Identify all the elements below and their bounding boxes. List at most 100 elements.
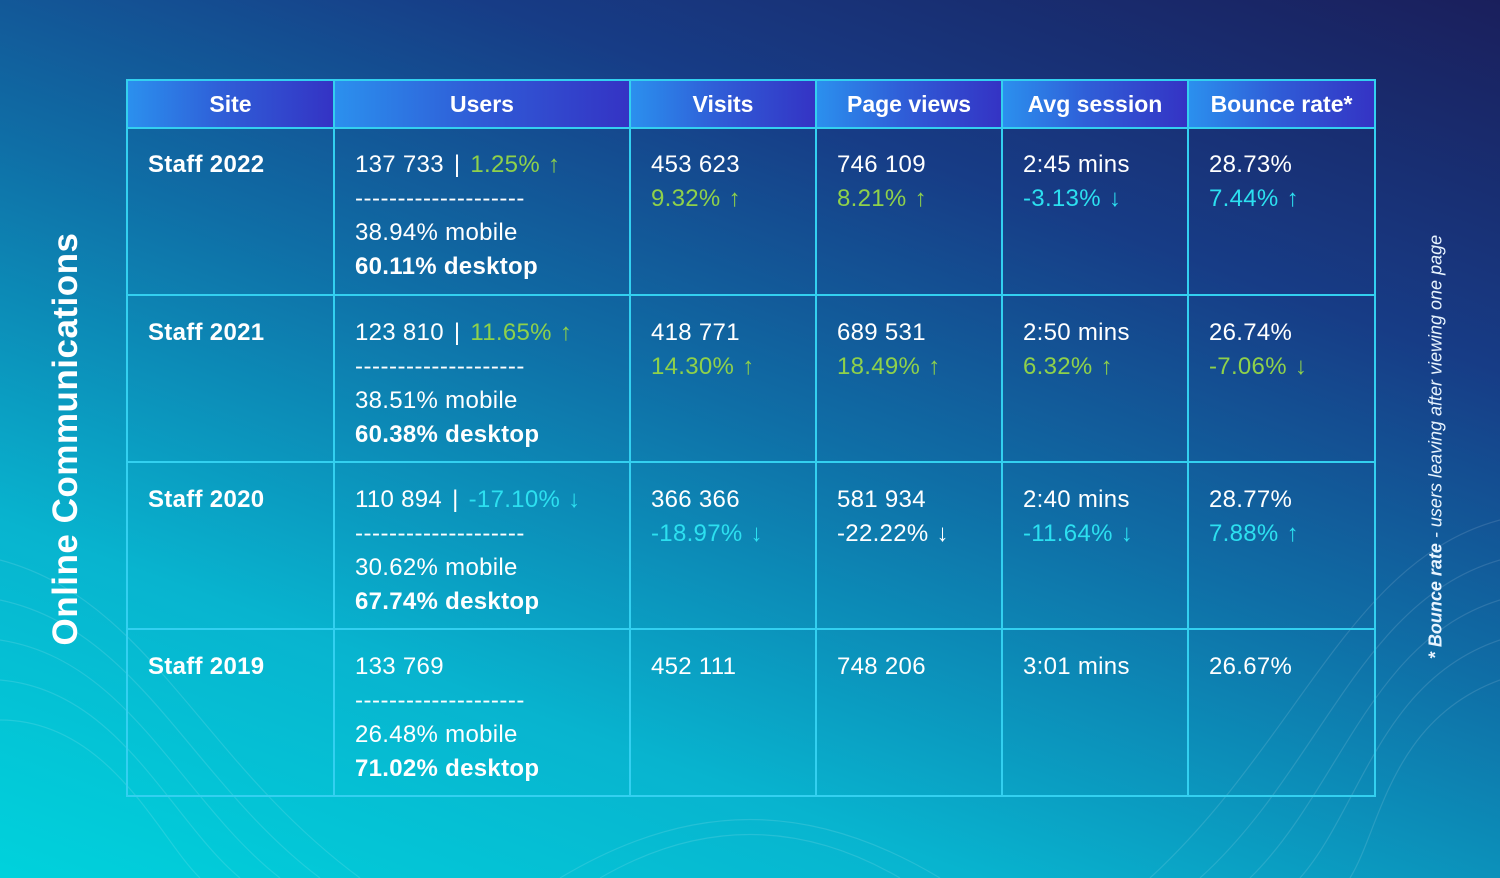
users-desktop: 60.38% desktop	[355, 421, 540, 448]
page-views-change: 18.49% ↑	[837, 350, 1001, 384]
arrow-icon: ↓	[1294, 353, 1308, 380]
table-row: Staff 2019 133 769 -------------------- …	[126, 628, 1376, 797]
page-views-value: 689 531	[837, 319, 926, 346]
avg-session-value: 3:01 mins	[1023, 653, 1130, 680]
users-mobile: 38.94% mobile	[355, 219, 518, 246]
arrow-icon: ↓	[1108, 185, 1122, 212]
arrow-icon: ↓	[936, 520, 949, 547]
footnote-term: * Bounce rate	[1425, 543, 1446, 660]
col-header-page-views: Page views	[815, 79, 1003, 129]
site-cell: Staff 2021	[126, 294, 335, 463]
page-views-value: 746 109	[837, 151, 926, 178]
avg-session-change: 6.32% ↑	[1023, 350, 1187, 384]
page-views-cell: 746 109 8.21% ↑	[815, 127, 1003, 296]
arrow-icon: ↓	[1120, 520, 1134, 547]
page-views-cell: 581 934 -22.22% ↓	[815, 461, 1003, 630]
separator-line: --------------------	[355, 520, 525, 547]
footnote-text: - users leaving after viewing one page	[1425, 234, 1446, 544]
page-views-value: 581 934	[837, 486, 926, 513]
visits-change: 14.30% ↑	[651, 350, 815, 384]
col-header-avg-session: Avg session	[1001, 79, 1189, 129]
users-change: 11.65% ↑	[470, 319, 572, 346]
site-cell: Staff 2019	[126, 628, 335, 797]
users-cell: 133 769 -------------------- 26.48% mobi…	[333, 628, 631, 797]
arrow-icon: ↓	[750, 520, 763, 547]
users-cell: 123 810 | 11.65% ↑ -------------------- 38.…	[333, 294, 631, 463]
visits-cell: 418 771 14.30% ↑	[629, 294, 817, 463]
avg-session-cell: 2:50 mins 6.32% ↑	[1001, 294, 1189, 463]
bounce-rate-cell: 26.74% -7.06% ↓	[1187, 294, 1376, 463]
separator-line: --------------------	[355, 353, 525, 380]
table-row: Staff 2022 137 733 | 1.25% ↑ --------------…	[126, 127, 1376, 296]
arrow-icon: ↑	[742, 353, 755, 380]
visits-value: 418 771	[651, 319, 740, 346]
arrow-icon: ↑	[928, 353, 941, 380]
visits-value: 366 366	[651, 486, 740, 513]
page-views-change: -22.22% ↓	[837, 517, 1001, 551]
visits-value: 452 111	[651, 653, 737, 680]
avg-session-value: 2:45 mins	[1023, 151, 1130, 178]
users-mobile: 30.62% mobile	[355, 554, 518, 581]
bounce-rate-change: 7.88% ↑	[1209, 517, 1374, 551]
arrow-icon: ↑	[1100, 353, 1113, 380]
stats-table: Site Users Visits Page views Avg session…	[126, 79, 1376, 797]
users-value: 110 894	[355, 486, 443, 513]
avg-session-value: 2:40 mins	[1023, 486, 1130, 513]
avg-session-cell: 3:01 mins	[1001, 628, 1189, 797]
site-cell: Staff 2022	[126, 127, 335, 296]
users-mobile: 26.48% mobile	[355, 721, 518, 748]
col-header-bounce-rate: Bounce rate*	[1187, 79, 1376, 129]
users-desktop: 67.74% desktop	[355, 588, 540, 615]
arrow-icon: ↑	[914, 185, 927, 212]
col-header-site: Site	[126, 79, 335, 129]
arrow-icon: ↑	[547, 151, 561, 178]
avg-session-value: 2:50 mins	[1023, 319, 1130, 346]
avg-session-change: -11.64% ↓	[1023, 517, 1187, 551]
visits-cell: 366 366 -18.97% ↓	[629, 461, 817, 630]
site-cell: Staff 2020	[126, 461, 335, 630]
page-views-value: 748 206	[837, 653, 926, 680]
bounce-rate-change: -7.06% ↓	[1209, 350, 1374, 384]
visits-change: 9.32% ↑	[651, 182, 815, 216]
arrow-icon: ↑	[1286, 520, 1299, 547]
bounce-rate-value: 26.74%	[1209, 319, 1293, 346]
arrow-icon: ↑	[1286, 185, 1299, 212]
users-mobile: 38.51% mobile	[355, 387, 518, 414]
users-value: 123 810	[355, 319, 444, 346]
arrow-icon: ↑	[559, 319, 573, 346]
col-header-visits: Visits	[629, 79, 817, 129]
users-cell: 110 894 | -17.10% ↓ -------------------- 30…	[333, 461, 631, 630]
separator-line: --------------------	[355, 185, 525, 212]
col-header-users: Users	[333, 79, 631, 129]
avg-session-change: -3.13% ↓	[1023, 182, 1187, 216]
avg-session-cell: 2:45 mins -3.13% ↓	[1001, 127, 1189, 296]
users-desktop: 71.02% desktop	[355, 755, 540, 782]
table-row: Staff 2020 110 894 | -17.10% ↓ ------------…	[126, 461, 1376, 630]
users-desktop: 60.11% desktop	[355, 253, 538, 280]
visits-cell: 452 111	[629, 628, 817, 797]
bounce-rate-value: 26.67%	[1209, 653, 1293, 680]
visits-cell: 453 623 9.32% ↑	[629, 127, 817, 296]
visits-change: -18.97% ↓	[651, 517, 815, 551]
users-value: 137 733	[355, 151, 444, 178]
page-views-change: 8.21% ↑	[837, 182, 1001, 216]
bounce-rate-cell: 28.73% 7.44% ↑	[1187, 127, 1376, 296]
arrow-icon: ↓	[568, 486, 581, 513]
bounce-rate-cell: 26.67%	[1187, 628, 1376, 797]
users-change: -17.10% ↓	[469, 486, 581, 513]
header-row: Site Users Visits Page views Avg session…	[126, 79, 1376, 129]
page-views-cell: 748 206	[815, 628, 1003, 797]
bounce-rate-change: 7.44% ↑	[1209, 182, 1374, 216]
users-change: 1.25% ↑	[470, 151, 560, 178]
users-cell: 137 733 | 1.25% ↑ -------------------- 38.9…	[333, 127, 631, 296]
table-row: Staff 2021 123 810 | 11.65% ↑ -------------…	[126, 294, 1376, 463]
footnote: * Bounce rate - users leaving after view…	[1426, 235, 1447, 659]
separator-line: --------------------	[355, 687, 525, 714]
bounce-rate-value: 28.73%	[1209, 151, 1293, 178]
arrow-icon: ↑	[728, 185, 741, 212]
bounce-rate-value: 28.77%	[1209, 486, 1293, 513]
bounce-rate-cell: 28.77% 7.88% ↑	[1187, 461, 1376, 630]
page-views-cell: 689 531 18.49% ↑	[815, 294, 1003, 463]
users-value: 133 769	[355, 653, 444, 680]
avg-session-cell: 2:40 mins -11.64% ↓	[1001, 461, 1189, 630]
